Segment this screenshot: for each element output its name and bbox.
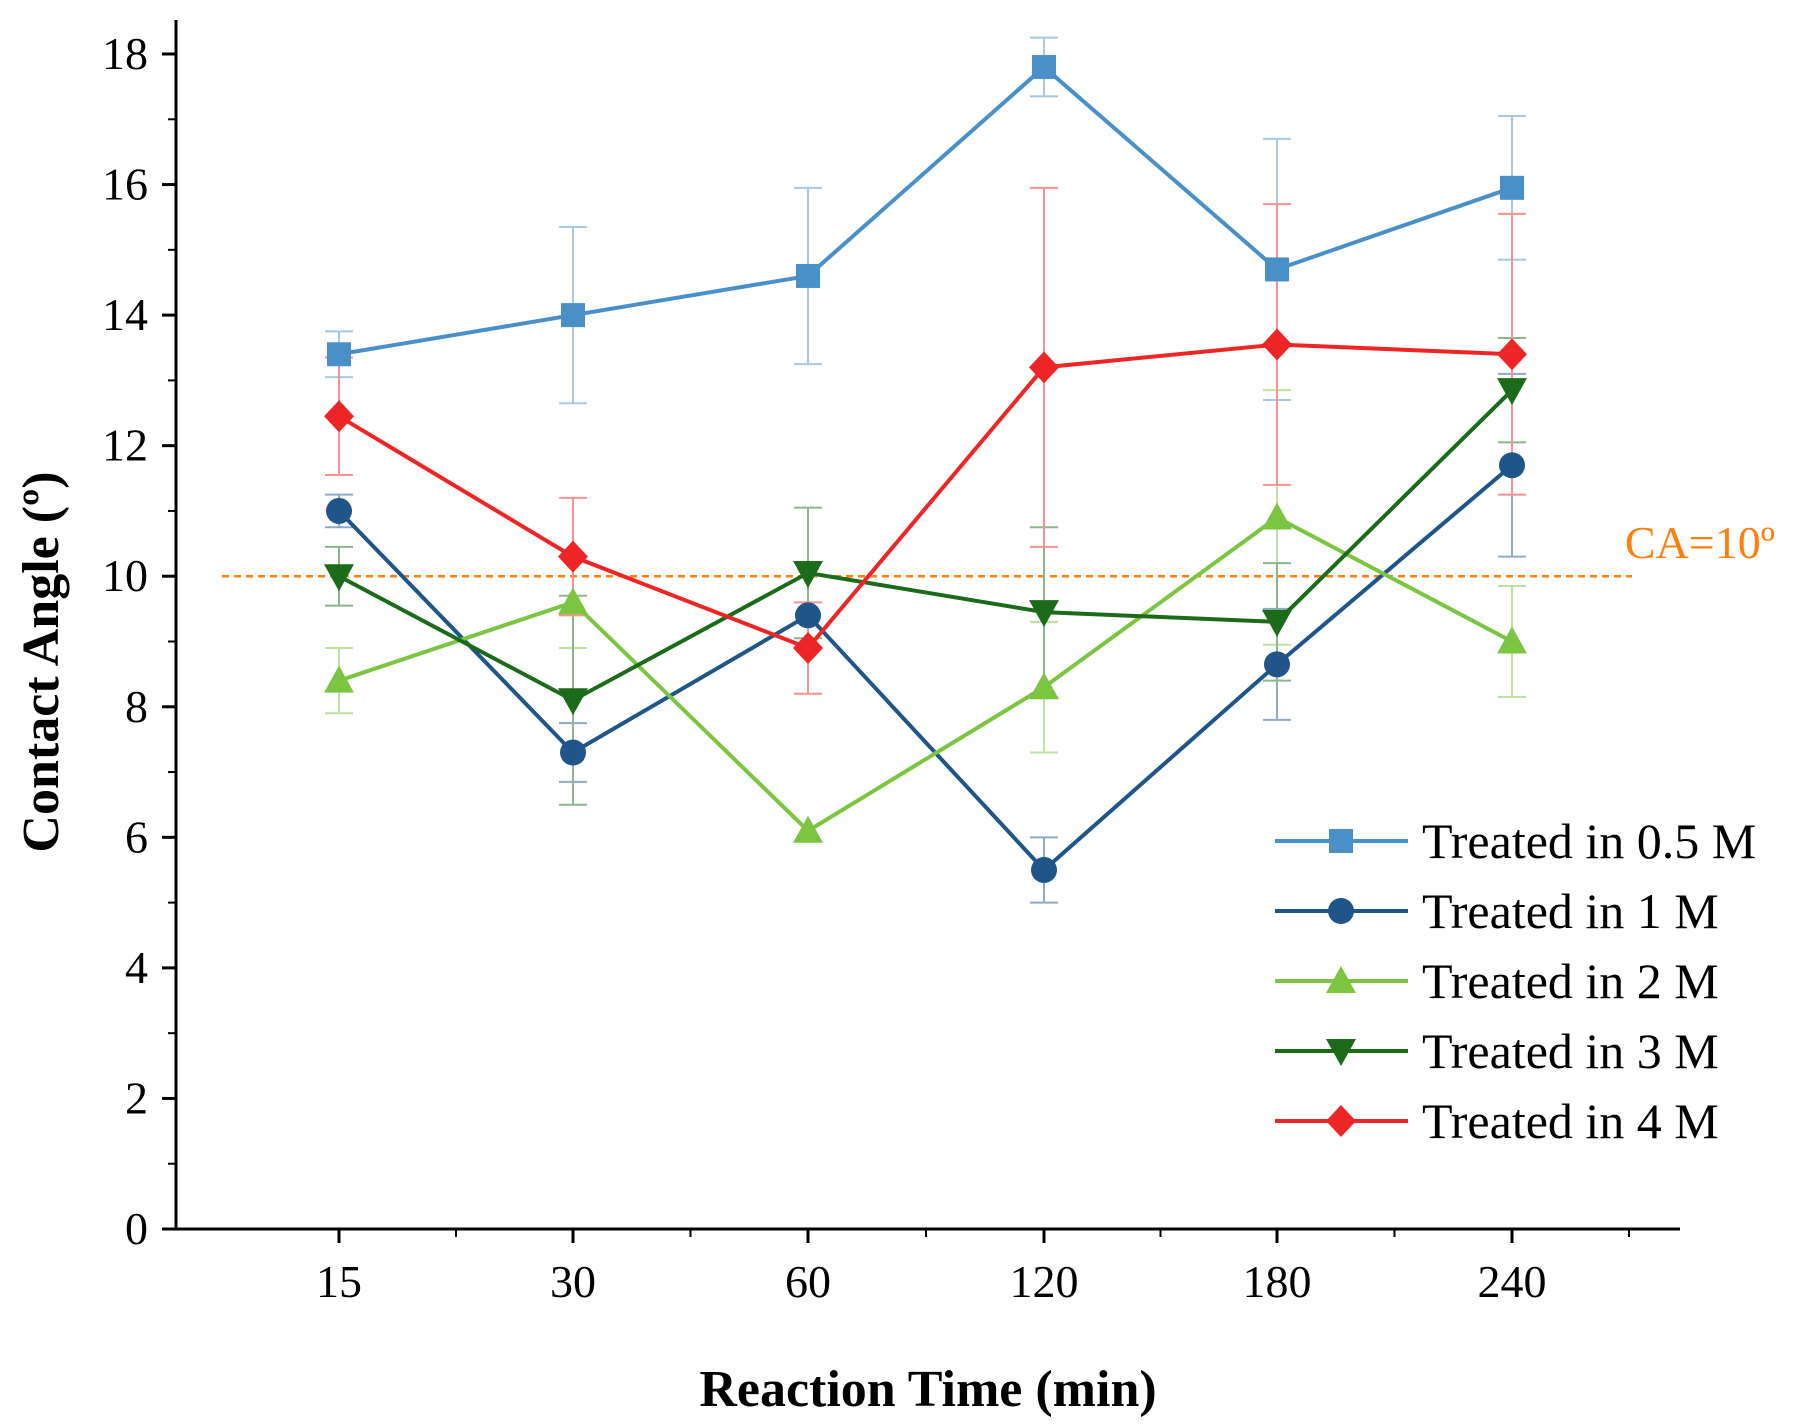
x-axis-title: Reaction Time (min) [699,1361,1156,1418]
legend-marker [1326,1039,1356,1066]
series-line [337,342,1513,651]
data-point [561,303,585,328]
data-point [1032,55,1056,80]
series-line [338,515,1513,834]
y-tick-label: 18 [102,28,148,79]
x-tick-label: 60 [785,1256,831,1307]
axes: 0 2 4 6 8 10 12 14 16 18 15 30 60 120 180 240 [102,20,1680,1307]
data-point [793,560,823,588]
series-line [338,64,1513,357]
x-tick-label: 30 [550,1256,596,1307]
data-point [558,688,588,716]
data-point [558,540,588,573]
y-tick-label: 0 [125,1203,148,1254]
y-tick-label: 10 [102,550,148,601]
legend: Treated in 0.5 M Treated in 1 M Treated in… [1275,813,1756,1149]
data-point [1264,651,1290,678]
data-point [1029,600,1059,628]
legend-label: Treated in 0.5 M [1422,813,1756,869]
data-point [1262,328,1292,361]
x-tick-label: 15 [316,1256,362,1307]
x-tick-label: 120 [1010,1256,1079,1307]
reference-line-label: CA=10º [1625,517,1775,568]
y-tick-label: 8 [125,681,148,732]
legend-marker [1326,1105,1356,1137]
legend-marker [1329,829,1353,853]
series-line [338,388,1514,703]
y-tick-label: 4 [125,942,148,993]
data-point [1031,856,1057,883]
x-tick-label: 240 [1478,1256,1547,1307]
data-point [795,602,821,629]
data-point [326,497,352,524]
plot-area: CA=10º [222,36,1775,904]
data-point [1029,351,1059,384]
data-point [1497,338,1527,371]
y-tick-label: 16 [102,159,148,210]
data-point [1499,452,1525,479]
data-point [1262,502,1292,530]
data-point [327,342,351,367]
x-tick-label: 180 [1243,1256,1312,1307]
legend-label: Treated in 2 M [1422,953,1719,1009]
legend-label: Treated in 3 M [1422,1023,1719,1079]
data-point [1265,257,1289,282]
data-point [1497,626,1527,654]
data-point [558,587,588,615]
data-point [324,564,354,592]
series-line [337,463,1514,873]
data-point [1500,175,1524,200]
data-point [793,815,823,843]
data-point [324,400,354,433]
data-point [1029,672,1059,700]
y-tick-label: 12 [102,420,148,471]
data-point [1262,609,1292,637]
data-point [324,665,354,693]
legend-label: Treated in 1 M [1422,883,1719,939]
y-tick-label: 2 [125,1072,148,1123]
y-tick-label: 6 [125,811,148,862]
y-tick-label: 14 [102,289,148,340]
data-point [560,739,586,766]
y-axis-title: Contact Angle (º) [13,471,70,852]
data-point [1497,378,1527,406]
legend-marker [1328,898,1354,924]
data-point [796,263,820,288]
legend-label: Treated in 4 M [1422,1093,1719,1149]
data-point [793,632,823,665]
legend-marker [1326,966,1356,993]
